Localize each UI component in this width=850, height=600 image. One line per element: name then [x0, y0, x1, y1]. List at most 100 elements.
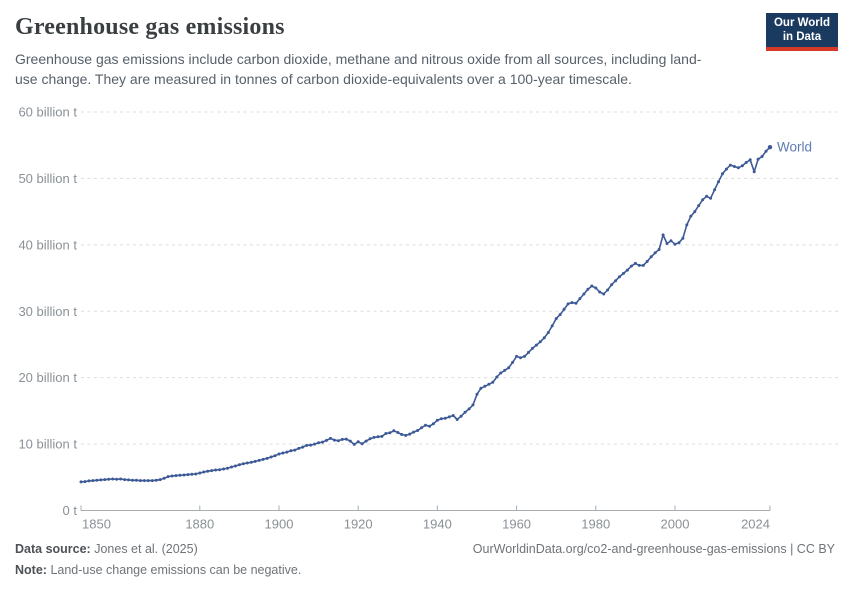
data-point [439, 417, 443, 421]
data-source: Data source: Jones et al. (2025) [15, 542, 198, 556]
data-point [602, 292, 606, 296]
data-point [178, 473, 182, 477]
chart-note: Note: Land-use change emissions can be n… [15, 563, 835, 577]
data-point [134, 478, 138, 482]
data-point [721, 172, 724, 176]
note-value: Land-use change emissions can be negativ… [50, 563, 302, 577]
data-point [404, 433, 408, 437]
emissions-line [80, 146, 771, 483]
data-point [578, 297, 582, 301]
data-point [368, 437, 372, 441]
x-tick-label: 1960 [502, 517, 531, 532]
data-point [625, 268, 629, 272]
data-point [127, 478, 130, 482]
series-end-label: World [777, 140, 812, 155]
data-point [408, 432, 412, 436]
data-point [527, 350, 530, 354]
data-point [570, 301, 574, 305]
x-axis [80, 505, 771, 511]
data-point [269, 455, 273, 459]
data-point [622, 271, 625, 275]
data-point [281, 451, 285, 455]
data-point [491, 380, 495, 384]
data-point [756, 157, 760, 161]
data-point [530, 346, 534, 350]
data-point [685, 223, 689, 227]
data-point [190, 472, 194, 476]
series-world[interactable]: World [79, 140, 813, 484]
x-tick-label: 1920 [344, 517, 373, 532]
data-point [479, 386, 483, 390]
data-point [91, 479, 95, 483]
data-point [214, 468, 218, 472]
data-point [344, 437, 348, 441]
data-point [372, 435, 376, 439]
data-point [226, 466, 229, 470]
data-point [633, 261, 637, 265]
y-tick-label: 0 t [63, 503, 78, 518]
data-point [614, 279, 618, 283]
data-point [463, 410, 467, 414]
data-point [222, 467, 226, 471]
data-point [154, 478, 158, 482]
data-point [364, 439, 368, 443]
data-point [146, 479, 150, 483]
data-point [95, 478, 99, 482]
x-tick-label: 1880 [185, 517, 214, 532]
data-point [661, 233, 665, 237]
data-point [170, 474, 174, 478]
x-axis-labels: 1850 1880 1900 1920 1940 1960 1980 2000 2024 [82, 517, 770, 532]
data-point [629, 264, 633, 268]
y-tick-label: 20 billion t [18, 370, 77, 385]
data-point [495, 375, 499, 379]
data-point [546, 331, 550, 334]
data-point [451, 414, 455, 417]
x-tick-label: 1940 [423, 517, 452, 532]
data-point [150, 479, 154, 483]
data-point [554, 317, 558, 321]
y-gridlines [81, 111, 838, 445]
data-point [701, 198, 705, 202]
data-point [313, 442, 317, 446]
data-point [162, 476, 166, 480]
data-point [131, 478, 134, 482]
data-point [424, 423, 427, 427]
data-point [610, 283, 614, 287]
data-point [103, 478, 107, 482]
data-point [709, 196, 713, 200]
data-point [325, 438, 328, 442]
data-point [483, 384, 487, 388]
data-point [416, 429, 420, 432]
data-point [237, 463, 241, 467]
data-point [507, 366, 511, 370]
owid-logo-line1: Our World [773, 17, 830, 29]
data-point [174, 474, 178, 478]
data-point [380, 434, 384, 438]
data-point [681, 236, 685, 240]
data-point [673, 242, 677, 246]
data-point [586, 287, 590, 291]
data-point [285, 450, 289, 454]
data-point [206, 469, 210, 473]
data-point [376, 435, 380, 439]
data-point [649, 255, 653, 259]
data-point [301, 445, 305, 449]
data-point [261, 457, 265, 461]
data-point [138, 479, 142, 483]
data-point [705, 194, 709, 198]
data-point [166, 475, 170, 479]
data-point [123, 478, 127, 482]
data-point [249, 460, 253, 464]
data-point [384, 432, 388, 435]
data-point [657, 248, 661, 251]
data-point [717, 180, 720, 184]
data-point [119, 477, 123, 481]
data-point [689, 214, 693, 218]
owid-logo[interactable]: Our World in Data [765, 13, 838, 51]
data-point [764, 149, 768, 153]
data-point [558, 313, 562, 317]
data-point [713, 188, 717, 192]
data-point [115, 477, 119, 481]
data-point [767, 145, 773, 150]
